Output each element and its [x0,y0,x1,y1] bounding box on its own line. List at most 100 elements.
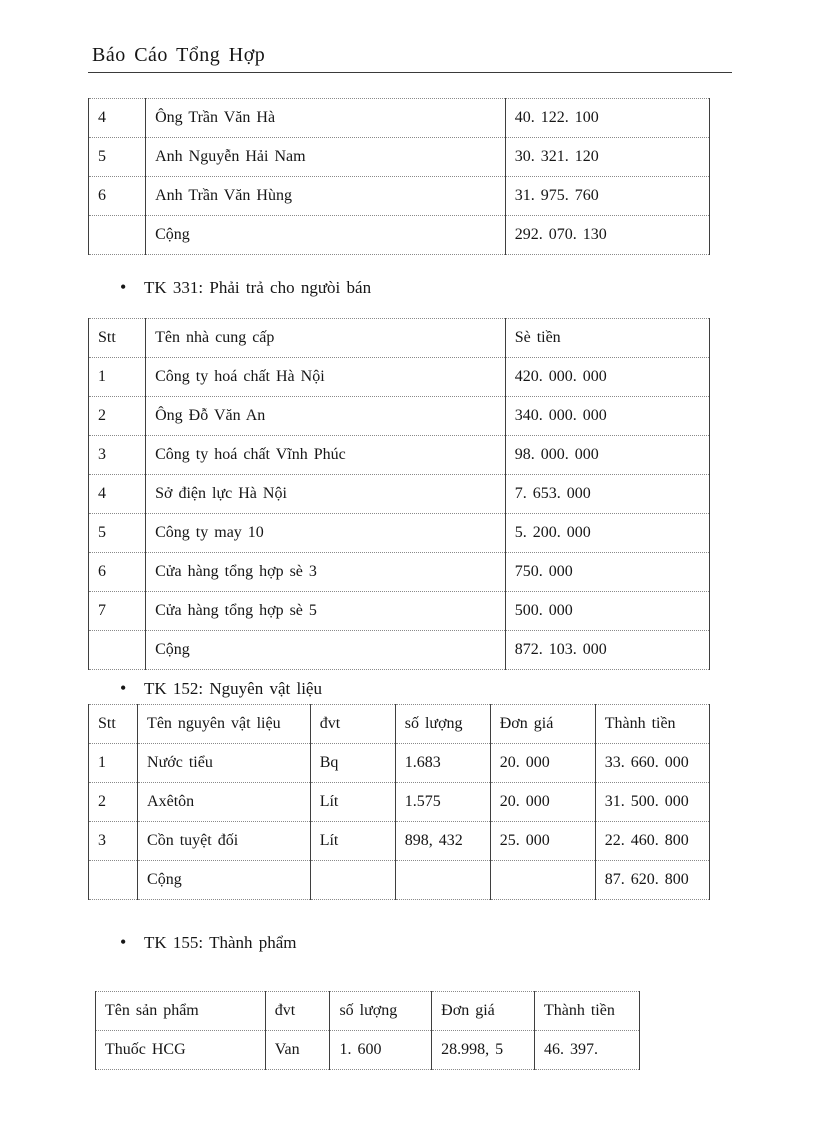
header-material: Tên nguyên vật liệu [137,704,311,744]
cell-stt: 3 [87,435,147,475]
cell-name: Cộng [137,860,311,900]
header-quantity: số lượng [329,991,433,1031]
cell-stt: 6 [87,176,147,216]
cell-name: Anh Nguyễn Hải Nam [145,137,506,177]
cell-unit-price: 20. 000 [489,782,596,822]
cell-name: Cộng [145,215,506,255]
cell-unit-price: 28.998, 5 [431,1030,535,1070]
materials-table: Stt Tên nguyên vật liệu đvt số lượng Đơn… [87,704,711,900]
cell-name: Ông Trần Văn Hà [145,98,506,138]
cell-amount: 872. 103. 000 [504,630,711,670]
cell-amount: 292. 070. 130 [504,215,711,255]
cell-unit-price: 25. 000 [489,821,596,861]
header-total: Thành tiền [533,991,641,1031]
cell-amount: 31. 975. 760 [504,176,711,216]
table-row: 2 Ông Đỗ Văn An 340. 000. 000 [87,396,711,436]
header-row: Tên sản phẩm đvt số lượng Đơn giá Thành … [95,991,641,1031]
header-stt: Stt [87,704,139,744]
cell-name: Thuốc HCG [95,1030,266,1070]
cell-name: Cồn tuyệt đối [137,821,311,861]
cell-name: Ông Đỗ Văn An [145,396,506,436]
customers-table: 4 Ông Trần Văn Hà 40. 122. 100 5 Anh Ngu… [87,98,711,255]
cell-name: Sở điện lực Hà Nội [145,474,506,514]
cell-amount: 7. 653. 000 [504,474,711,514]
header-stt: Stt [87,318,147,358]
total-row: Cộng 292. 070. 130 [87,215,711,255]
cell-stt [87,630,147,670]
cell-name: Công ty hoá chất Hà Nội [145,357,506,397]
section-heading-tk155: TK 155: Thành phẩm [88,932,816,953]
cell-amount: 30. 321. 120 [504,137,711,177]
cell-quantity: 898, 432 [394,821,491,861]
cell-stt: 1 [87,357,147,397]
cell-unit: Lít [309,821,396,861]
cell-quantity [394,860,491,900]
table-row: Thuốc HCG Van 1. 600 28.998, 5 46. 397. [95,1030,641,1070]
table-row: 4 Sở điện lực Hà Nội 7. 653. 000 [87,474,711,514]
cell-stt: 3 [87,821,139,861]
section-label: TK 331: Phải trả cho ngưòi bán [144,278,372,297]
section-label: TK 155: Thành phẩm [144,933,297,952]
table-row: 3 Cồn tuyệt đối Lít 898, 432 25. 000 22.… [87,821,711,861]
cell-unit-price [489,860,596,900]
cell-name: Công ty may 10 [145,513,506,553]
cell-amount: 500. 000 [504,591,711,631]
header-unit: đvt [264,991,331,1031]
section-heading-tk152: TK 152: Nguyên vật liệu [88,678,816,699]
cell-total: 33. 660. 000 [594,743,711,783]
cell-unit-price: 20. 000 [489,743,596,783]
total-row: Cộng 87. 620. 800 [87,860,711,900]
header-row: Stt Tên nguyên vật liệu đvt số lượng Đơn… [87,704,711,744]
cell-total: 31. 500. 000 [594,782,711,822]
cell-stt [87,215,147,255]
header-amount: Sè tiền [504,318,711,358]
cell-stt: 5 [87,137,147,177]
cell-unit [309,860,396,900]
table-row: 5 Anh Nguyễn Hải Nam 30. 321. 120 [87,137,711,177]
cell-stt: 1 [87,743,139,783]
cell-unit: Bq [309,743,396,783]
header-quantity: số lượng [394,704,491,744]
report-content: Báo Cáo Tổng Hợp 4 Ông Trần Văn Hà 40. 1… [0,0,816,1070]
cell-stt [87,860,139,900]
cell-stt: 2 [87,396,147,436]
cell-unit: Van [264,1030,331,1070]
total-row: Cộng 872. 103. 000 [87,630,711,670]
products-table: Tên sản phẩm đvt số lượng Đơn giá Thành … [95,991,641,1070]
section-heading-tk331: TK 331: Phải trả cho ngưòi bán [88,277,816,298]
section-label: TK 152: Nguyên vật liệu [144,679,322,698]
cell-amount: 5. 200. 000 [504,513,711,553]
header-unit-price: Đơn giá [489,704,596,744]
table-row: 5 Công ty may 10 5. 200. 000 [87,513,711,553]
table-row: 2 Axêtôn Lít 1.575 20. 000 31. 500. 000 [87,782,711,822]
header-unit-price: Đơn giá [431,991,535,1031]
cell-quantity: 1. 600 [329,1030,433,1070]
cell-quantity: 1.575 [394,782,491,822]
table-row: 7 Cửa hàng tổng hợp sè 5 500. 000 [87,591,711,631]
table-row: 4 Ông Trần Văn Hà 40. 122. 100 [87,98,711,138]
cell-stt: 4 [87,98,147,138]
cell-amount: 420. 000. 000 [504,357,711,397]
bullet-icon [120,678,144,699]
cell-name: Công ty hoá chất Vĩnh Phúc [145,435,506,475]
cell-name: Axêtôn [137,782,311,822]
cell-name: Nước tiểu [137,743,311,783]
cell-amount: 98. 000. 000 [504,435,711,475]
cell-name: Anh Trần Văn Hùng [145,176,506,216]
cell-total: 46. 397. [533,1030,641,1070]
suppliers-table: Stt Tên nhà cung cấp Sè tiền 1 Công ty h… [87,318,711,670]
header-total: Thành tiền [594,704,711,744]
bullet-icon [120,932,144,953]
header-product: Tên sản phẩm [95,991,266,1031]
cell-amount: 40. 122. 100 [504,98,711,138]
cell-name: Cửa hàng tổng hợp sè 3 [145,552,506,592]
table-row: 6 Anh Trần Văn Hùng 31. 975. 760 [87,176,711,216]
table-row: 3 Công ty hoá chất Vĩnh Phúc 98. 000. 00… [87,435,711,475]
cell-name: Cộng [145,630,506,670]
cell-stt: 5 [87,513,147,553]
table-row: 1 Nước tiểu Bq 1.683 20. 000 33. 660. 00… [87,743,711,783]
cell-name: Cửa hàng tổng hợp sè 5 [145,591,506,631]
header-row: Stt Tên nhà cung cấp Sè tiền [87,318,711,358]
header-unit: đvt [309,704,396,744]
